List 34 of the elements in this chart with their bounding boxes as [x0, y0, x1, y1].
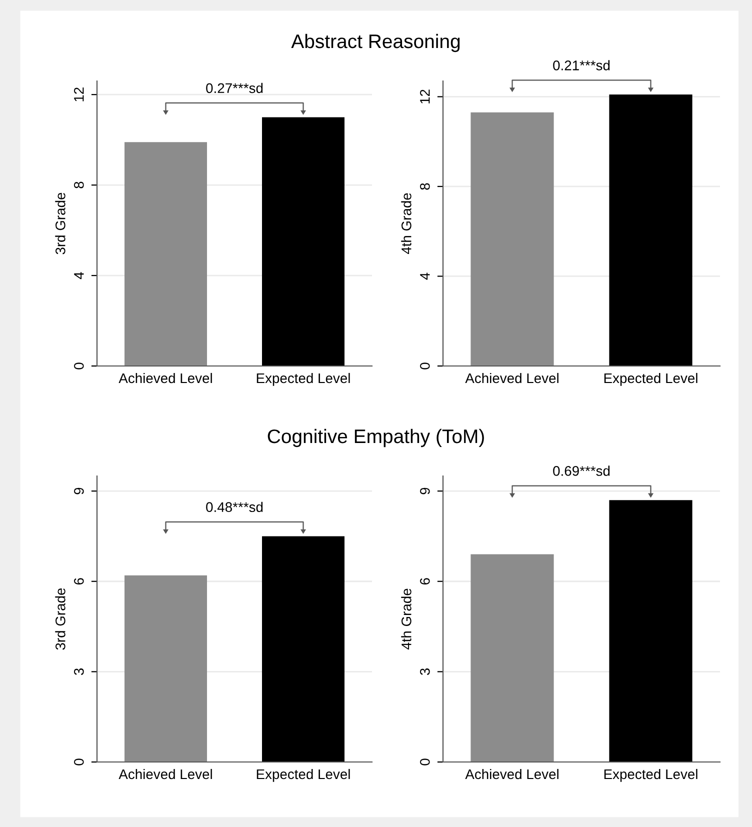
y-tick-label: 8 — [74, 182, 84, 188]
x-tick-label: Expected Level — [604, 768, 698, 782]
y-tick-label: 8 — [420, 183, 430, 190]
y-tick-label: 12 — [420, 90, 430, 104]
y-axis-title: 4th Grade — [401, 193, 412, 254]
y-axis-title: 3rd Grade — [55, 192, 66, 254]
x-tick-label: Achieved Level — [465, 372, 558, 384]
y-tick-label: 3 — [74, 668, 84, 676]
annotation: 0.27***sd — [206, 82, 263, 94]
x-tick-label: Expected Level — [256, 768, 350, 782]
y-tick-label: 6 — [420, 578, 430, 585]
y-tick-label: 0 — [420, 362, 430, 370]
x-tick-label: Achieved Level — [465, 768, 558, 780]
text: 0.21***sd — [553, 60, 610, 70]
x-tick-label: Expected Level — [256, 372, 350, 386]
x-tick-label: Achieved Level — [118, 372, 212, 384]
y-axis-title: 4th Grade — [401, 588, 412, 650]
chart-title: Cognitive Empathy (ToM) — [268, 428, 484, 448]
annotation: 0.48***sd — [206, 502, 263, 512]
y-tick-label: 4 — [74, 272, 84, 280]
text: 0.69***sd — [553, 466, 610, 476]
y-tick-label: 3 — [420, 668, 430, 676]
y-tick-label: 6 — [74, 578, 84, 585]
y-tick-label: 0 — [74, 758, 84, 766]
y-axis-title: 3rd Grade — [55, 588, 66, 650]
x-tick-label: Expected Level — [604, 372, 698, 386]
y-tick-label: 4 — [420, 272, 430, 280]
y-tick-label: 9 — [74, 488, 84, 494]
y-tick-label: 0 — [420, 758, 430, 766]
y-tick-label: 12 — [74, 88, 84, 102]
chart-title: Abstract Reasoning — [291, 34, 460, 52]
y-tick-label: 0 — [74, 362, 84, 370]
x-tick-label: Achieved Level — [118, 768, 212, 780]
y-tick-label: 9 — [420, 488, 430, 494]
